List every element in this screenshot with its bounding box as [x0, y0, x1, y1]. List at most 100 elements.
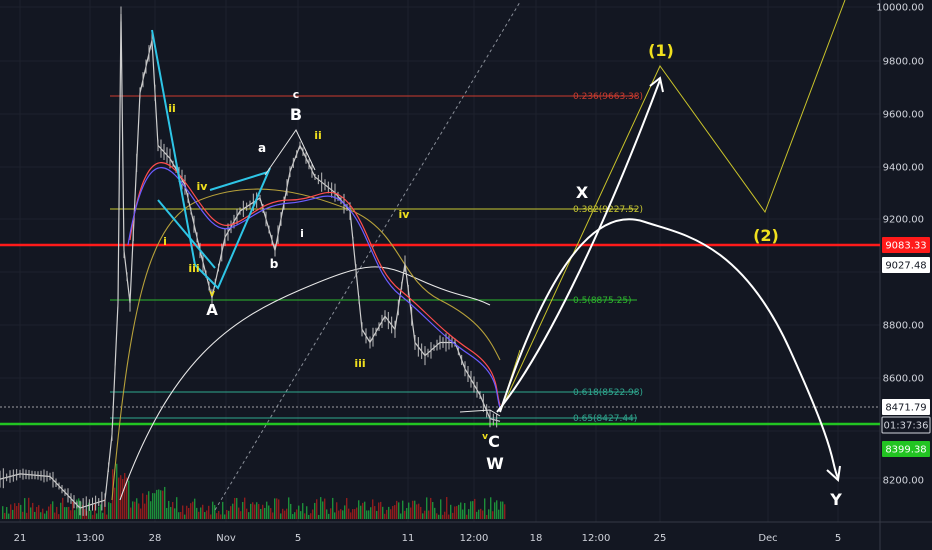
- volume-bar: [196, 507, 198, 519]
- volume-bar: [250, 503, 252, 519]
- volume-bar: [38, 505, 40, 519]
- volume-bar: [482, 510, 484, 519]
- volume-bar: [332, 497, 334, 519]
- wave-line: [151, 29, 271, 290]
- volume-bar: [130, 507, 132, 519]
- volume-bar: [244, 497, 246, 519]
- volume-bar: [476, 511, 478, 519]
- volume-bar: [242, 501, 244, 519]
- volume-bar: [424, 510, 426, 519]
- volume-bar: [314, 502, 316, 519]
- volume-bar: [400, 513, 402, 519]
- volume-bar: [498, 509, 500, 519]
- wave-line: [157, 199, 216, 269]
- volume-bar: [210, 514, 212, 519]
- volume-bar: [56, 506, 58, 519]
- volume-bar: [122, 478, 124, 519]
- wave-label: v: [482, 432, 488, 442]
- volume-bar: [388, 506, 390, 519]
- volume-bar: [108, 502, 110, 519]
- volume-bar: [208, 505, 210, 519]
- volume-bar: [254, 504, 256, 519]
- volume-bar: [226, 509, 228, 519]
- volume-bar: [128, 480, 130, 519]
- volume-bar: [10, 504, 12, 519]
- volume-bar: [132, 501, 134, 519]
- volume-bar: [202, 504, 204, 519]
- volume-bar: [454, 506, 456, 519]
- volume-bar: [406, 508, 408, 519]
- volume-bar: [282, 508, 284, 519]
- volume-bar: [220, 514, 222, 519]
- volume-bar: [106, 514, 108, 519]
- volume-bar: [136, 498, 138, 519]
- volume-bar: [360, 505, 362, 519]
- volume-bar: [394, 505, 396, 519]
- arrow-head-up: [649, 76, 664, 93]
- volume-bar: [472, 501, 474, 519]
- trend-line-dashed: [214, 1, 521, 511]
- volume-bar: [350, 512, 352, 519]
- volume-bar: [296, 509, 298, 519]
- volume-bar: [448, 514, 450, 519]
- fib-label: 0.618(8522.98): [573, 388, 643, 398]
- volume-bar: [28, 497, 30, 519]
- volume-bar: [248, 512, 250, 519]
- volume-bar: [450, 504, 452, 519]
- wave-label: i: [163, 235, 167, 248]
- volume-bar: [418, 503, 420, 519]
- volume-bar: [168, 500, 170, 519]
- volume-bar: [330, 508, 332, 519]
- volume-bar: [478, 509, 480, 519]
- y-tick-label: 8600.00: [883, 374, 924, 385]
- volume-bar: [334, 512, 336, 519]
- volume-bar: [256, 502, 258, 519]
- volume-bar: [292, 514, 294, 519]
- volume-bar: [144, 503, 146, 519]
- x-axis-ticks: 21 13:00 28 Nov 5 11 12:00 18 12:00 25 Dec 5: [14, 533, 842, 544]
- y-tick-label: 9800.00: [883, 57, 924, 68]
- volume-bar: [438, 514, 440, 519]
- volume-bar: [306, 506, 308, 519]
- volume-bar: [2, 506, 4, 519]
- volume-bar: [74, 510, 76, 519]
- volume-bar: [88, 502, 90, 519]
- volume-bar: [182, 505, 184, 519]
- price-tag-white: 8471.79: [885, 403, 926, 414]
- volume-bar: [382, 506, 384, 519]
- volume-bar: [312, 509, 314, 519]
- volume-bar: [300, 511, 302, 519]
- volume-bar: [146, 494, 148, 519]
- wave-label: c: [293, 88, 300, 101]
- volume-bar: [176, 497, 178, 519]
- volume-bar: [218, 510, 220, 519]
- wave-label: (2): [753, 226, 779, 245]
- volume-bar: [100, 504, 102, 519]
- volume-bar: [490, 497, 492, 519]
- volume-bar: [442, 514, 444, 519]
- volume-bar: [414, 500, 416, 519]
- volume-bar: [154, 493, 156, 519]
- y-tick-label: 10000.00: [876, 3, 924, 14]
- volume-bar: [188, 507, 190, 519]
- volume-bar: [70, 510, 72, 519]
- volume-bar: [280, 513, 282, 519]
- fib-label: 0.5(8875.25): [573, 296, 632, 306]
- projection-arc-y: [499, 218, 839, 479]
- volume-bar: [486, 514, 488, 519]
- volume-bar: [252, 502, 254, 519]
- volume-bar: [66, 507, 68, 519]
- volume-bar: [72, 501, 74, 519]
- volume-bar: [496, 500, 498, 519]
- volume-bar: [398, 502, 400, 519]
- volume-bar: [116, 463, 118, 519]
- volume-bar: [18, 502, 20, 519]
- volume-bar: [54, 512, 56, 519]
- volume-bar: [374, 506, 376, 519]
- wave-label: iv: [197, 180, 209, 193]
- volume-bar: [90, 510, 92, 519]
- price-tag-box: [882, 257, 930, 273]
- wave-label: Y: [829, 490, 842, 509]
